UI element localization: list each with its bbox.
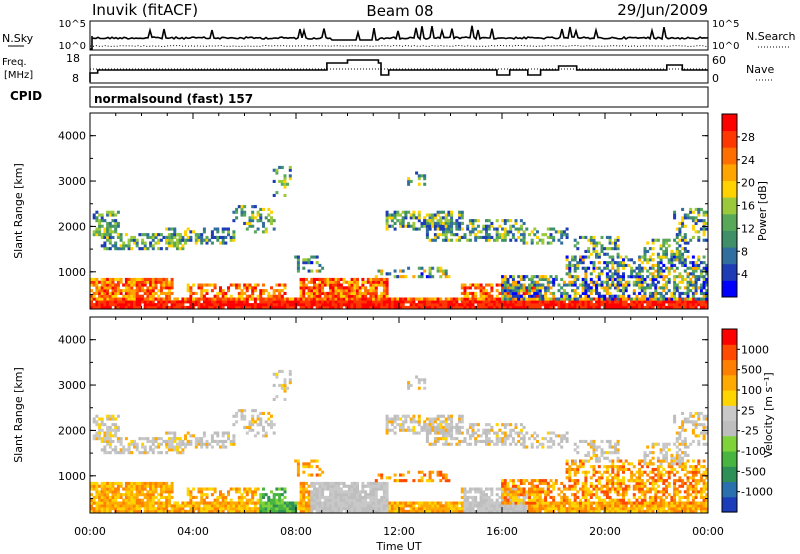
beam-title: Beam 08 [366, 2, 433, 20]
velocity-data [90, 369, 709, 513]
power-yaxis: 1000 2000 3000 4000 [58, 130, 708, 295]
xtick-label: 08:00 [280, 525, 312, 538]
freq-label: Freq. [2, 57, 27, 68]
xtick-label: 16:00 [486, 525, 518, 538]
nsky-line [90, 25, 709, 50]
colorbar-tick-label: -500 [741, 465, 766, 478]
xtick-label: 00:00 [692, 525, 724, 538]
ytick-label: 3000 [58, 175, 86, 188]
colorbar-tick-label: 1000 [741, 343, 769, 356]
colorbar-swatch [722, 359, 737, 376]
colorbar-tick-label: 20 [741, 177, 755, 190]
colorbar-swatch [722, 280, 737, 298]
freq-tick-lo: 8 [72, 72, 79, 85]
colorbar-swatch [722, 466, 737, 483]
nsearch-line [89, 44, 709, 48]
colorbar-swatch [722, 130, 737, 148]
time-axis: 00:00 04:00 08:00 12:00 16:00 20:00 00:00 [74, 525, 724, 538]
ytick-label: 2000 [58, 220, 86, 233]
cpid-panel [89, 86, 709, 108]
ytick-label: 1000 [58, 266, 86, 279]
colorbar-swatch [722, 230, 737, 248]
freq-unit-label: [MHz] [4, 70, 33, 81]
colorbar-swatch [722, 481, 737, 498]
colorbar-tick-label: 28 [741, 131, 755, 144]
nsearch-label: N.Search [746, 30, 796, 43]
nave-label: Nave [746, 63, 774, 76]
velocity-yaxis: 1000 2000 3000 4000 [58, 334, 708, 499]
colorbar-tick-label: 16 [741, 200, 755, 213]
colorbar-tick-label: 25 [741, 404, 755, 417]
colorbar-swatch [722, 247, 737, 265]
nave-tick-hi: 60 [712, 54, 726, 67]
colorbar-swatch [722, 329, 737, 345]
power-data [90, 165, 709, 309]
colorbar-tick-label: 8 [741, 245, 748, 258]
nsky-panel: N.Sky 10^5 10^0 10^5 10^0 N.Search [2, 19, 796, 52]
colorbar-tick-label: 500 [741, 364, 762, 377]
cpid-label: CPID [10, 89, 42, 103]
colorbar-swatch [722, 180, 737, 198]
colorbar-swatch [722, 163, 737, 181]
xtick-label: 00:00 [74, 525, 106, 538]
velocity-panel: 1000 2000 3000 4000 Slant Range [km] 1000 50… [12, 316, 775, 514]
xtick-label: 04:00 [177, 525, 209, 538]
velocity-colorbar-label: Velocity [m s⁻¹] [762, 372, 775, 457]
colorbar-tick-label: 12 [741, 222, 755, 235]
colorbar-tick-label: 24 [741, 154, 755, 167]
colorbar-swatch [722, 263, 737, 281]
freq-panel: Freq. [MHz] 18 8 60 0 Nave [2, 52, 774, 85]
colorbar-tick-label: -100 [741, 445, 766, 458]
xaxis-label: Time UT [375, 540, 421, 553]
ytick-label: 4000 [58, 334, 86, 347]
freq-line [89, 59, 708, 82]
freq-tick-hi: 18 [66, 52, 80, 65]
ytick-label: 2000 [58, 424, 86, 437]
colorbar-tick-label: -1000 [741, 486, 773, 499]
velocity-colorbar: 1000 500 100 25 -25 -100 -500 -1000 [721, 328, 773, 513]
velocity-ylabel: Slant Range [km] [12, 367, 25, 463]
colorbar-swatch [722, 390, 737, 406]
colorbar-swatch [722, 147, 737, 165]
station-title: Inuvik (fitACF) [92, 1, 198, 19]
nsearch-tick-hi: 10^5 [712, 19, 739, 30]
nave-tick-lo: 0 [712, 72, 719, 85]
nsky-tick-lo: 10^0 [59, 41, 86, 52]
colorbar-swatch [722, 213, 737, 231]
colorbar-tick-label: -25 [741, 425, 759, 438]
colorbar-tick-label: 100 [741, 384, 762, 397]
cpid-value: normalsound (fast) 157 [94, 92, 253, 106]
power-colorbar-label: Power [dB] [756, 181, 769, 241]
colorbar-swatch [722, 344, 737, 361]
colorbar-swatch [722, 451, 737, 467]
colorbar-tick-label: 4 [741, 268, 748, 281]
colorbar-swatch [722, 435, 737, 452]
power-ylabel: Slant Range [km] [12, 163, 25, 259]
colorbar-swatch [722, 420, 737, 437]
ytick-label: 3000 [58, 379, 86, 392]
ytick-label: 4000 [58, 130, 86, 143]
date-title: 29/Jun/2009 [617, 1, 708, 19]
nsky-tick-hi: 10^5 [59, 19, 86, 30]
colorbar-swatch [722, 374, 737, 391]
nsky-label: N.Sky [2, 32, 34, 45]
power-colorbar: 28 24 20 16 12 8 4 [721, 113, 755, 298]
power-panel: 1000 2000 3000 4000 Slant Range [km] 28 24 20… [12, 112, 769, 310]
colorbar-swatch [722, 197, 737, 215]
xtick-label: 20:00 [589, 525, 621, 538]
nsearch-tick-lo: 10^0 [712, 41, 739, 52]
colorbar-swatch [722, 405, 737, 422]
colorbar-swatch [722, 496, 737, 513]
ytick-label: 1000 [58, 470, 86, 483]
colorbar-swatch [722, 114, 737, 132]
xtick-label: 12:00 [383, 525, 415, 538]
